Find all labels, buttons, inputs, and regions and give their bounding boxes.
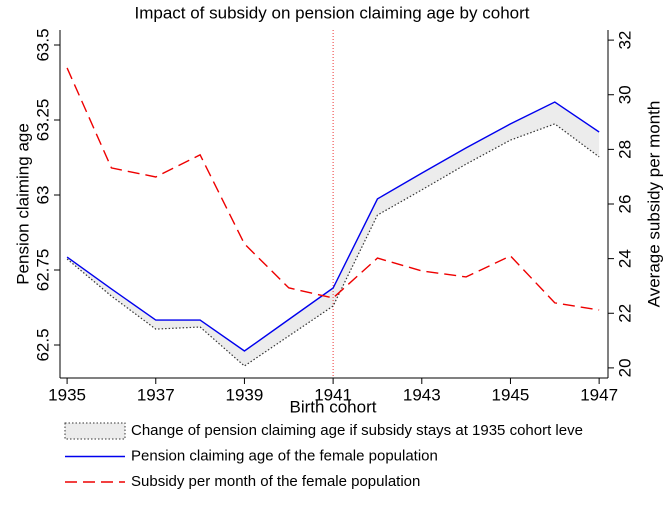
- y2-axis-label: Average subsidy per month: [644, 101, 663, 308]
- x-tick-label: 1939: [226, 385, 264, 404]
- x-tick-label: 1943: [403, 385, 441, 404]
- x-tick-label: 1945: [492, 385, 530, 404]
- y2-tick-label: 32: [615, 31, 634, 50]
- x-tick-label: 1947: [580, 385, 618, 404]
- legend-swatch: [64, 422, 126, 440]
- y-tick-label: 62.75: [33, 249, 52, 292]
- y-tick-label: 62.5: [33, 328, 52, 361]
- x-tick-label: 1935: [48, 385, 86, 404]
- x-axis-label: Birth cohort: [290, 397, 377, 416]
- y2-tick-label: 26: [615, 195, 634, 214]
- legend-label: Subsidy per month of the female populati…: [131, 473, 420, 490]
- line: [66, 67, 600, 311]
- line: [66, 123, 600, 367]
- y2-tick-label: 30: [615, 85, 634, 104]
- y2-tick-label: 20: [615, 358, 634, 377]
- legend-label: Change of pension claiming age if subsid…: [131, 422, 583, 439]
- y-tick-label: 63.5: [33, 28, 52, 61]
- y-tick-label: 63.25: [33, 99, 52, 142]
- x-tick-label: 1941: [314, 385, 352, 404]
- chart-title: Impact of subsidy on pension claiming ag…: [134, 3, 529, 22]
- y2-tick-label: 28: [615, 140, 634, 159]
- y2-tick-label: 24: [615, 249, 634, 268]
- x-tick-label: 1937: [137, 385, 175, 404]
- y-tick-label: 63: [33, 186, 52, 205]
- y2-tick-label: 22: [615, 304, 634, 323]
- line: [66, 101, 600, 352]
- legend-label: Pension claiming age of the female popul…: [131, 447, 438, 464]
- y-axis-label: Pension claiming age: [13, 123, 32, 285]
